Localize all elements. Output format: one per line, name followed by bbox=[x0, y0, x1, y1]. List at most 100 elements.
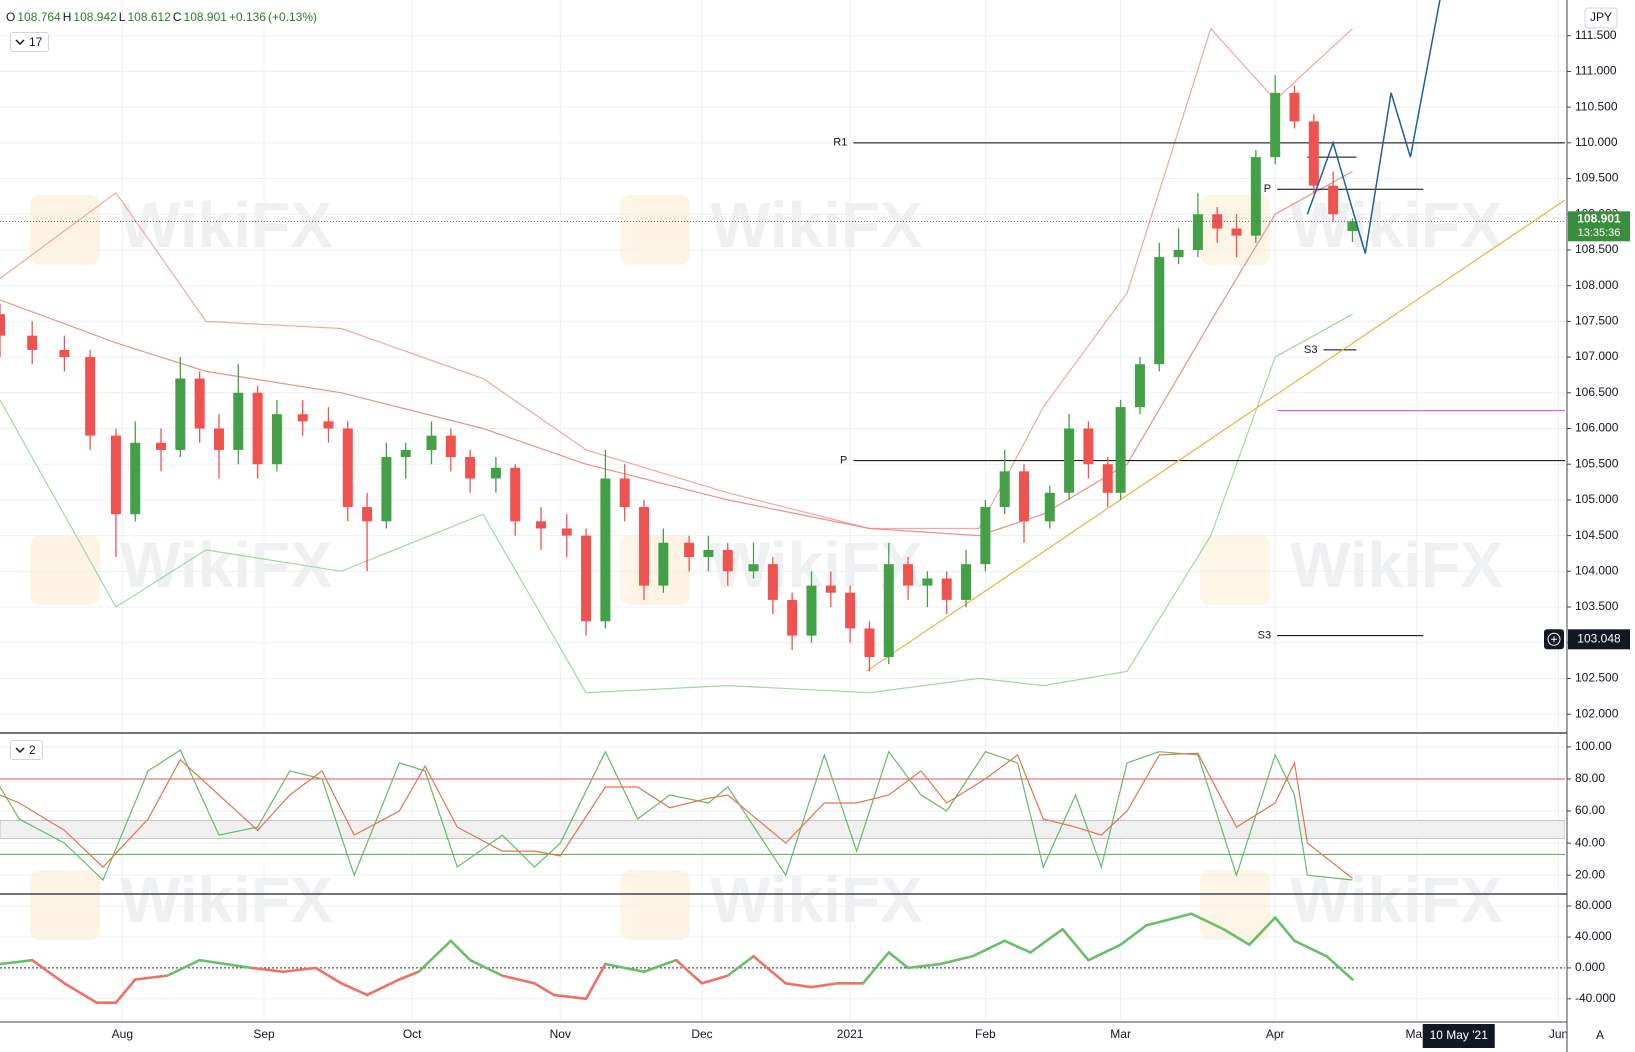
level-label: S3 bbox=[1258, 629, 1271, 641]
candle-body bbox=[297, 414, 308, 422]
oscillator-segment bbox=[584, 962, 607, 1001]
candle-body bbox=[883, 564, 894, 658]
y-tick-label: 110.500 bbox=[1575, 99, 1618, 113]
candle-body bbox=[1083, 428, 1094, 465]
y-tick-label: 106.500 bbox=[1575, 385, 1619, 399]
x-tick-label: Jun bbox=[1549, 1027, 1568, 1041]
trendline bbox=[865, 199, 1565, 672]
oscillator-segment bbox=[887, 951, 910, 970]
watermark-logo bbox=[620, 870, 690, 940]
watermark: WikiFX bbox=[120, 864, 333, 936]
candle-body bbox=[0, 314, 5, 336]
chevron-icon bbox=[15, 747, 25, 754]
series-line bbox=[0, 752, 1353, 879]
candle-body bbox=[213, 428, 224, 450]
candle-body bbox=[252, 392, 263, 465]
countdown: 13:35:36 bbox=[1578, 227, 1621, 239]
price-axis-bg bbox=[1567, 0, 1635, 1052]
frame bbox=[0, 732, 1635, 1023]
candle-body bbox=[903, 564, 914, 586]
candle-body bbox=[787, 599, 798, 636]
oscillator-segment bbox=[861, 951, 891, 985]
watermark-logo bbox=[1200, 870, 1270, 940]
candle-body bbox=[639, 507, 650, 586]
candle-body bbox=[980, 507, 991, 565]
candle-body bbox=[806, 585, 817, 636]
candle-body bbox=[510, 467, 521, 522]
ohlc-header: O 108.764 H 108.942 L 108.612 C 108.901 +0.136 (+… bbox=[6, 10, 319, 24]
stochastic-pane bbox=[0, 735, 1565, 892]
candle-body bbox=[445, 435, 456, 458]
oscillator-segment bbox=[1003, 939, 1032, 954]
oscillator-segment bbox=[449, 939, 472, 962]
ohlc-value: 108.901 bbox=[183, 10, 227, 24]
oscillator-segment bbox=[468, 958, 504, 977]
pane-toggle[interactable]: 17 bbox=[10, 32, 50, 52]
candle-body bbox=[1231, 228, 1242, 236]
currency-button[interactable] bbox=[1584, 7, 1618, 29]
y-tick-label: 40.00 bbox=[1575, 835, 1605, 849]
chevron-icon bbox=[15, 39, 25, 46]
oscillator-segment bbox=[417, 939, 453, 974]
y-tick-label: 102.000 bbox=[1575, 706, 1619, 720]
oscillator-segment bbox=[1145, 912, 1193, 927]
candle-body bbox=[845, 592, 856, 629]
pane-toggle[interactable]: 2 bbox=[10, 740, 43, 760]
candle-body bbox=[490, 467, 501, 479]
candle-body bbox=[581, 535, 592, 622]
oscillator-segment bbox=[365, 978, 401, 997]
oscillator-segment bbox=[114, 978, 137, 1004]
candle-body bbox=[1019, 471, 1030, 522]
candle-body bbox=[1173, 249, 1184, 258]
price-axis: 102.000102.500103.000103.500104.000104.5… bbox=[1566, 0, 1635, 1052]
y-tick-label: 105.000 bbox=[1575, 492, 1619, 506]
crosshair-price-box bbox=[1568, 629, 1630, 650]
y-tick-label: 0.000 bbox=[1575, 960, 1605, 974]
candle-body bbox=[535, 521, 546, 529]
oscillator-segment bbox=[752, 954, 788, 985]
candle-body bbox=[1328, 185, 1339, 215]
candle-body bbox=[619, 478, 630, 508]
candle-body bbox=[175, 378, 186, 450]
crosshair-date: 10 May '21 bbox=[1430, 1028, 1489, 1042]
neutral-band bbox=[0, 820, 1565, 839]
candle-body bbox=[426, 435, 437, 450]
oscillator-segment bbox=[1325, 954, 1354, 981]
oscillator-segment bbox=[700, 974, 730, 985]
watermark: WikiFX bbox=[1290, 864, 1503, 936]
oscillator-segment bbox=[340, 982, 369, 997]
change: +0.136 bbox=[228, 10, 266, 24]
candle-body bbox=[381, 457, 392, 522]
oscillator-segment bbox=[642, 958, 678, 974]
y-tick-label: -40.000 bbox=[1575, 991, 1616, 1005]
watermark: WikiFX bbox=[710, 864, 923, 936]
crosshair-price: 103.048 bbox=[1577, 631, 1621, 645]
candle-body bbox=[1192, 214, 1203, 250]
y-tick-label: 100.00 bbox=[1575, 739, 1612, 753]
candle-body bbox=[130, 442, 141, 515]
y-tick-label: 106.000 bbox=[1575, 421, 1619, 435]
oscillator-segment bbox=[1087, 943, 1122, 962]
candle-body bbox=[233, 392, 244, 450]
last-price-box bbox=[1568, 211, 1630, 242]
x-tick-label: Oct bbox=[403, 1027, 422, 1041]
overlay-line bbox=[0, 170, 1353, 537]
y-tick-label: 80.00 bbox=[1575, 771, 1605, 785]
oscillator-segment bbox=[1119, 924, 1148, 946]
x-tick-label: Aug bbox=[112, 1027, 133, 1041]
oscillator-segment bbox=[166, 958, 201, 977]
ohlc-value: 108.612 bbox=[127, 10, 171, 24]
candle-body bbox=[194, 378, 205, 429]
oscillator-segment bbox=[1061, 927, 1090, 962]
auto-button[interactable] bbox=[1589, 1025, 1611, 1047]
oscillator-pane bbox=[0, 896, 1565, 1022]
x-tick-label: Sep bbox=[253, 1027, 275, 1041]
x-tick-label: 2021 bbox=[837, 1027, 864, 1041]
y-tick-label: 111.000 bbox=[1575, 64, 1617, 78]
watermark-logo bbox=[620, 195, 690, 265]
ohlc-key: O bbox=[6, 10, 16, 24]
ohlc-value: 108.942 bbox=[73, 10, 117, 24]
candle-body bbox=[1134, 364, 1145, 408]
oscillator-segment bbox=[726, 954, 755, 977]
